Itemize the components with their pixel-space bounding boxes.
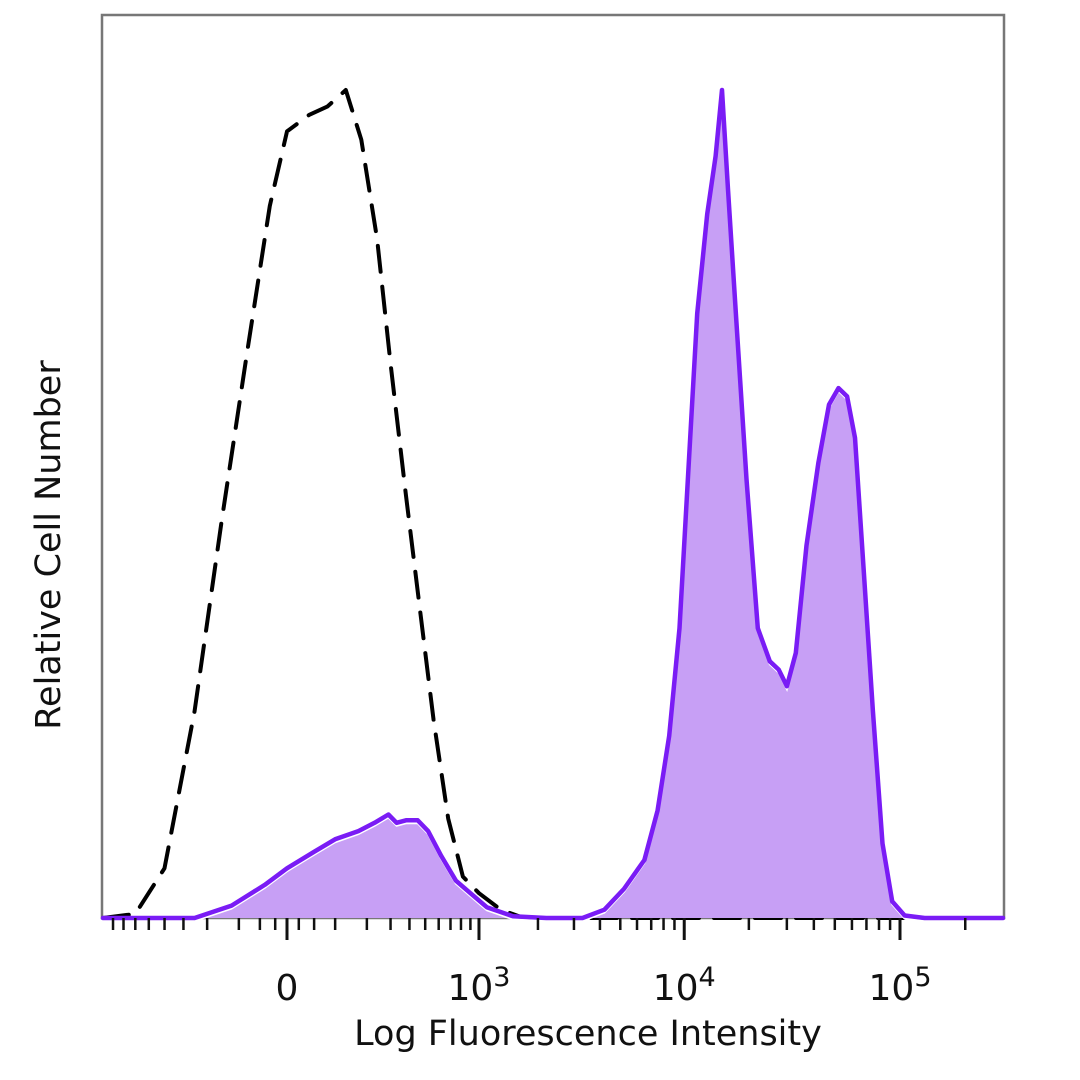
stained-histogram-line xyxy=(100,87,1006,921)
stained-histogram-fill xyxy=(103,90,1003,918)
major-tick-layer xyxy=(285,918,902,940)
control-histogram-line xyxy=(101,88,1005,920)
x-tick-label: 104 xyxy=(653,962,716,1009)
x-tick-label: 105 xyxy=(869,962,932,1009)
series-layer xyxy=(100,87,1006,922)
x-axis-label: Log Fluorescence Intensity xyxy=(354,1014,822,1054)
tick-label-layer: 0 103 104 105 xyxy=(276,962,932,1009)
x-tick-label: 103 xyxy=(447,962,510,1009)
y-axis-label: Relative Cell Number xyxy=(29,360,69,730)
x-tick-label: 0 xyxy=(276,968,299,1009)
minor-tick-layer xyxy=(111,918,967,930)
